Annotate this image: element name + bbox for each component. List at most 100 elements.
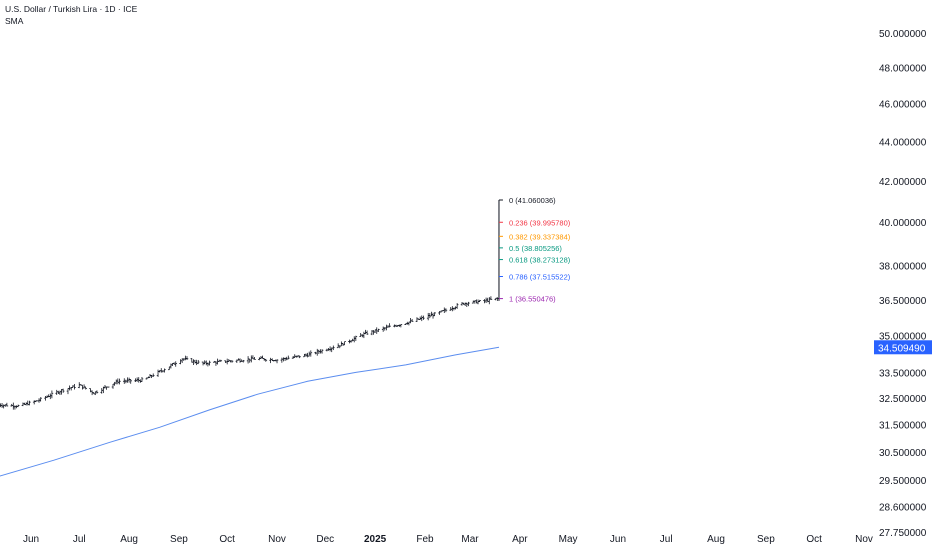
candle (151, 373, 155, 378)
candle (16, 404, 20, 408)
candle (332, 345, 335, 351)
y-tick-label: 28.600000 (879, 502, 927, 513)
y-tick-label: 35.000000 (879, 331, 927, 342)
candle (137, 377, 141, 383)
fibonacci-layer[interactable]: 0 (41.060036) 0.236 (39.995780) 0.382 (39.… (498, 196, 571, 304)
candle (465, 302, 469, 307)
chart-title: U.S. Dollar / Turkish Lira · 1D · ICE (5, 4, 138, 14)
candle (253, 357, 256, 360)
candle (248, 358, 252, 363)
candle (113, 381, 116, 386)
candle (381, 326, 385, 332)
x-tick-label: Nov (268, 534, 286, 545)
x-tick-label: Aug (707, 534, 725, 545)
candle (251, 355, 255, 360)
y-tick-label: 32.500000 (879, 394, 927, 405)
y-tick-label: 29.500000 (879, 476, 927, 487)
x-tick-label: Sep (757, 534, 775, 545)
candle (250, 355, 253, 363)
candle (111, 383, 115, 389)
candle (285, 356, 288, 361)
candle (275, 359, 279, 364)
candle (0, 402, 4, 408)
candle (55, 389, 59, 395)
fib-level-label: 0.786 (37.515522) (509, 273, 571, 282)
candle (24, 402, 28, 406)
fib-level-label: 0 (41.060036) (509, 196, 556, 205)
current-price-tag: 34.509490 (874, 340, 932, 355)
candle (156, 369, 160, 377)
sma-line[interactable] (0, 346, 500, 477)
y-tick-label: 46.000000 (879, 100, 927, 111)
candle (150, 374, 153, 379)
fib-level-label: 0.5 (38.805256) (509, 244, 562, 253)
candle (196, 359, 200, 365)
candle (365, 330, 369, 335)
candle (13, 405, 17, 410)
x-tick-label: 2025 (364, 534, 387, 545)
candle (343, 341, 346, 346)
candle (61, 388, 65, 393)
candle (454, 306, 457, 310)
candle (476, 299, 480, 305)
candle (399, 324, 403, 328)
y-tick-label: 33.500000 (879, 368, 927, 379)
candle (118, 378, 121, 385)
candle (219, 359, 223, 362)
candle (114, 379, 118, 385)
candle (100, 388, 104, 394)
candle (106, 386, 110, 388)
candle (179, 359, 182, 365)
candle (192, 359, 195, 366)
x-tick-label: Oct (219, 534, 235, 545)
candle (57, 390, 60, 394)
fib-level-label: 0.236 (39.995780) (509, 218, 571, 227)
candles-layer (0, 200, 500, 410)
candle (489, 296, 493, 300)
x-tick-label: Oct (806, 534, 822, 545)
candle (241, 359, 245, 363)
candle (426, 312, 430, 321)
x-axis[interactable]: Jun Jul Aug Sep Oct Nov Dec 2025 Feb Mar Apr May Jun… (23, 534, 873, 545)
y-tick-label: 30.500000 (879, 448, 927, 459)
x-tick-label: Mar (461, 534, 479, 545)
candle (269, 357, 272, 364)
fib-level-label: 1 (36.550476) (509, 295, 556, 304)
y-tick-label: 50.000000 (879, 29, 927, 40)
y-tick-label: 48.000000 (879, 64, 927, 75)
x-tick-label: Jul (660, 534, 673, 545)
candle (246, 356, 250, 364)
candle (28, 400, 31, 406)
candle (430, 311, 433, 317)
y-tick-label: 42.000000 (879, 177, 927, 188)
y-tick-label: 40.000000 (879, 218, 927, 229)
candle (467, 301, 470, 307)
candle (140, 376, 144, 382)
x-tick-label: Apr (512, 534, 528, 545)
candle (341, 342, 345, 346)
candle (309, 350, 313, 357)
candle (127, 377, 131, 383)
candle (89, 388, 92, 393)
y-axis[interactable]: 50.000000 48.000000 46.000000 44.000000 42.0… (879, 29, 927, 539)
candle (163, 368, 166, 373)
x-tick-label: May (559, 534, 578, 545)
candle (116, 378, 120, 385)
price-tag-bg (874, 340, 932, 355)
x-tick-label: Jul (73, 534, 86, 545)
candle (12, 402, 15, 410)
candle (410, 318, 414, 322)
candle (264, 358, 268, 362)
sma-layer (0, 346, 500, 477)
candle (352, 336, 356, 343)
indicator-label[interactable]: SMA (5, 16, 24, 26)
y-tick-label: 44.000000 (879, 137, 927, 148)
candle (455, 303, 459, 309)
candle (21, 402, 25, 407)
x-tick-label: Aug (120, 534, 138, 545)
candle (282, 357, 285, 362)
candle (95, 390, 99, 394)
candle (306, 352, 309, 358)
candle (39, 397, 42, 402)
